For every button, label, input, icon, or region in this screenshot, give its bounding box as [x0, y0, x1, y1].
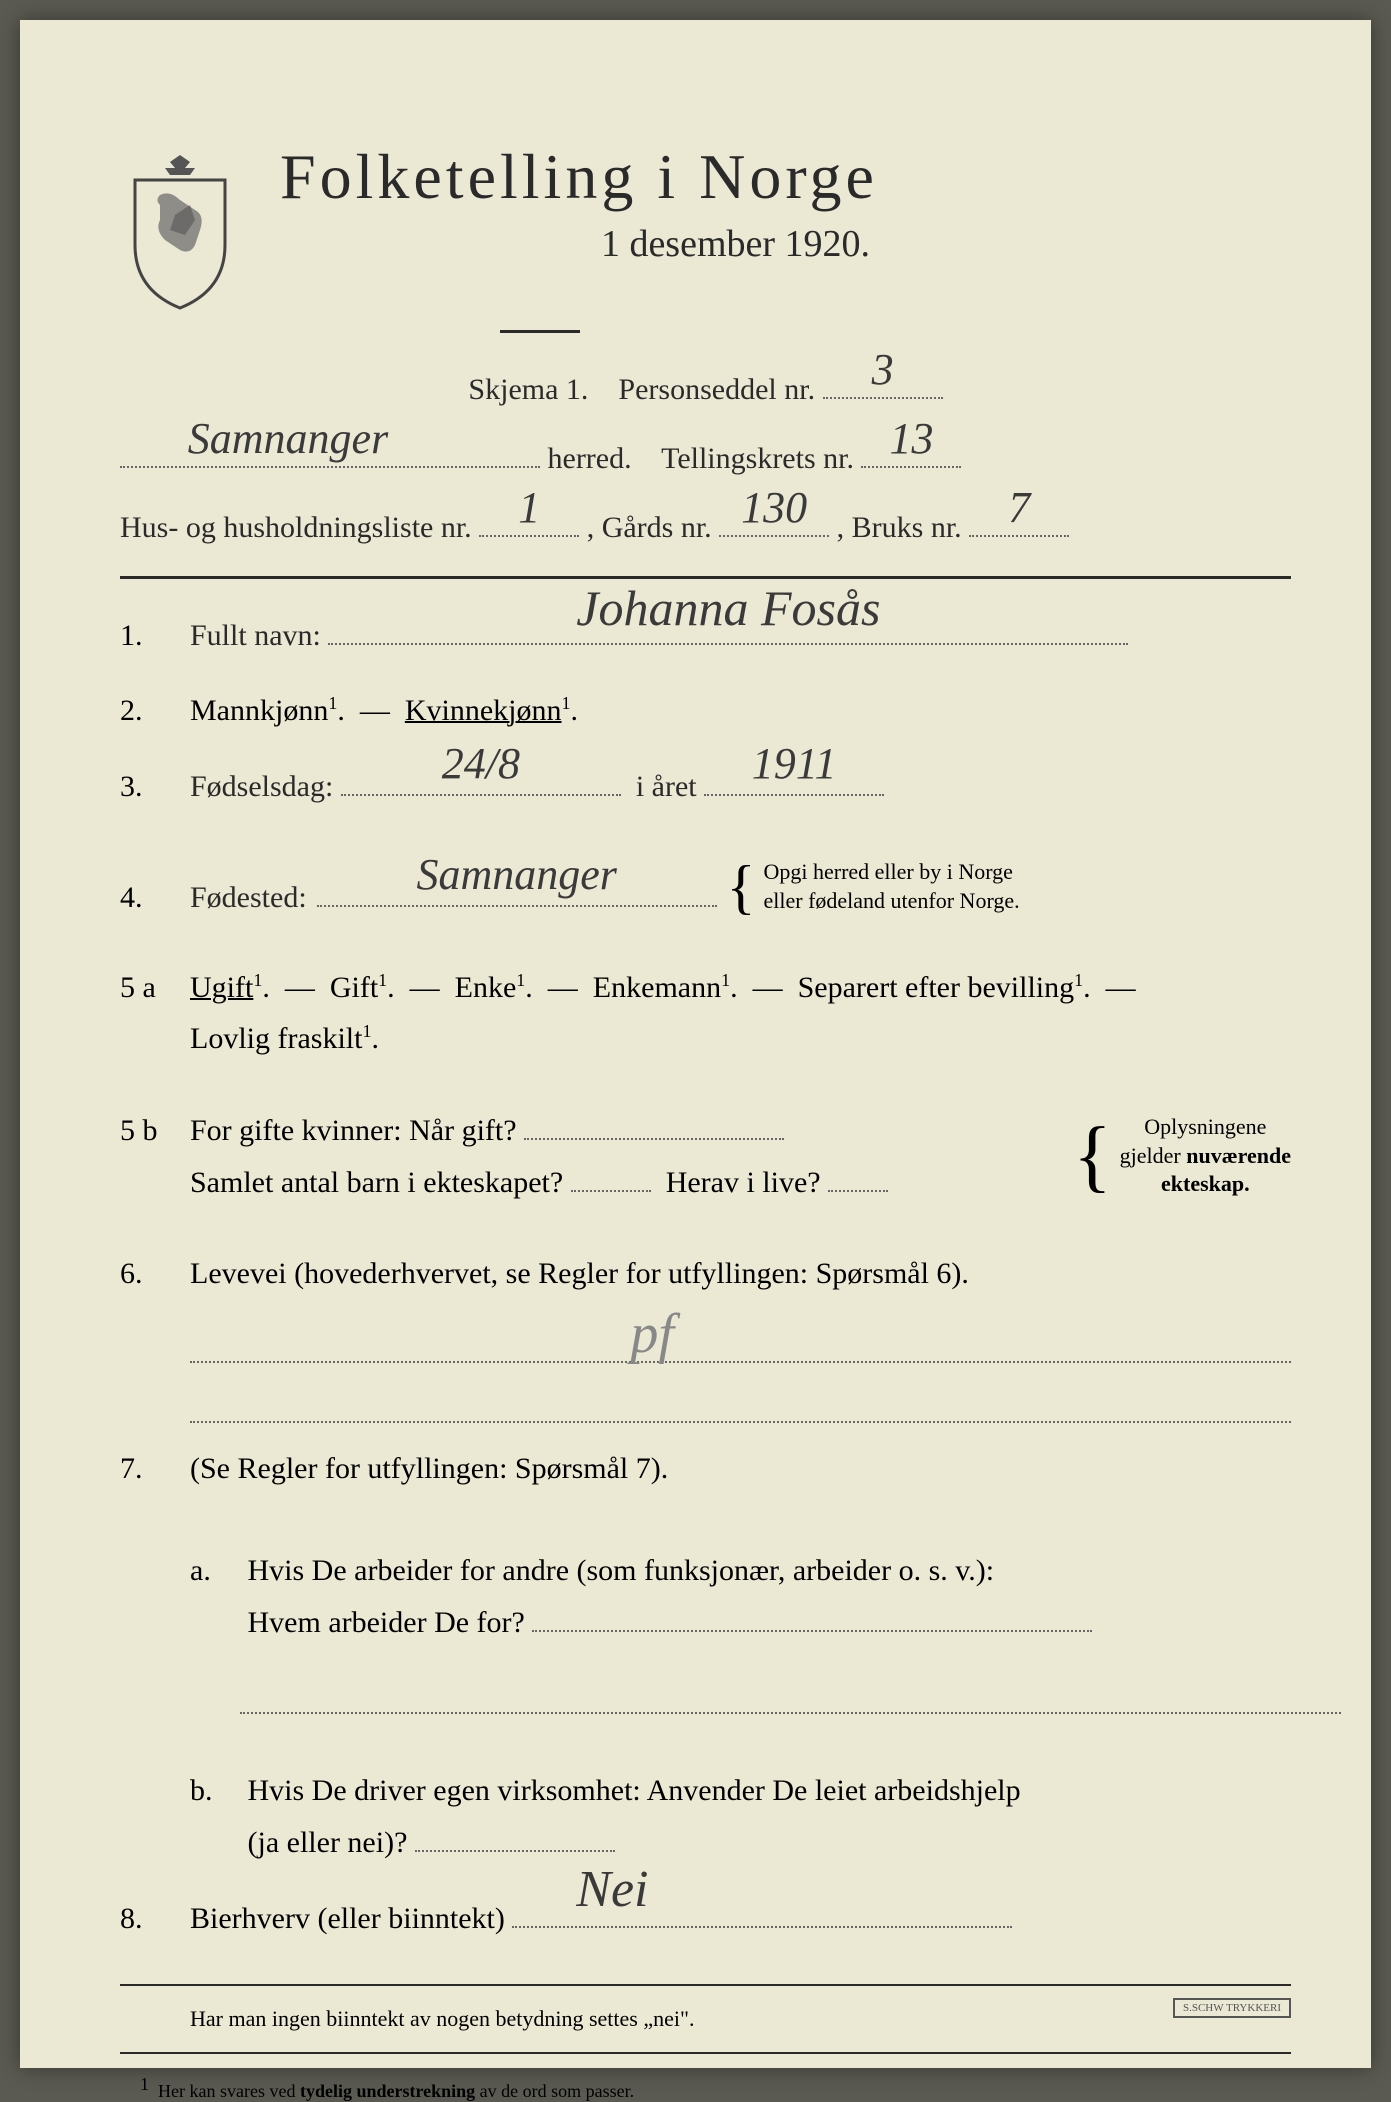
q5b-note3: ekteskap.	[1161, 1171, 1250, 1196]
herred-value: Samnanger	[188, 404, 388, 474]
q7a-line1: Hvis De arbeider for andre (som funksjon…	[248, 1554, 995, 1587]
q2-mann: Mannkjønn	[190, 694, 328, 727]
title-divider	[500, 330, 580, 333]
question-3: 3. Fødselsdag: 24/8 i året 1911	[120, 760, 1291, 812]
q8-label: Bierhverv (eller biinntekt)	[190, 1902, 505, 1935]
footnote-2-text: Her kan svares ved tydelig understreknin…	[158, 2081, 634, 2101]
question-7: 7. (Se Regler for utfyllingen: Spørsmål …	[120, 1443, 1291, 1868]
q7b-line1: Hvis De driver egen virksomhet: Anvender…	[248, 1774, 1021, 1807]
q5a-gift: Gift	[330, 971, 378, 1004]
bruks-label: , Bruks nr.	[837, 511, 962, 544]
question-4: 4. Fødested: Samnanger { Opgi herred ell…	[120, 836, 1291, 938]
personseddel-label: Personseddel nr.	[618, 373, 815, 406]
q5a-ugift: Ugift	[190, 971, 253, 1004]
q1-value: Johanna Fosås	[576, 566, 880, 651]
q5a-fraskilt: Lovlig fraskilt	[190, 1022, 362, 1055]
gards-label: , Gårds nr.	[587, 511, 712, 544]
q7a-line2: Hvem arbeider De for?	[248, 1606, 525, 1639]
q1-num: 1.	[120, 619, 190, 653]
footnote-1: Har man ingen biinntekt av nogen betydni…	[120, 2006, 1291, 2032]
footnote-divider-2	[120, 2052, 1291, 2054]
q2-sup1: 1	[328, 693, 337, 713]
meta-line-3: Hus- og husholdningsliste nr. 1 , Gårds …	[120, 501, 1291, 552]
q6-answer-line1: pf	[190, 1323, 1291, 1363]
question-1: 1. Fullt navn: Johanna Fosås	[120, 609, 1291, 661]
q5b-num: 5 b	[120, 1114, 190, 1148]
q5a-enkemann: Enkemann	[593, 971, 721, 1004]
q4-note: Opgi herred eller by i Norge eller fødel…	[763, 858, 1019, 915]
q7b-num: b.	[190, 1765, 240, 1816]
q6-label: Levevei (hovederhvervet, se Regler for u…	[190, 1257, 969, 1290]
question-6: 6. Levevei (hovederhvervet, se Regler fo…	[120, 1248, 1291, 1299]
footnote-divider	[120, 1984, 1291, 1986]
q6-answer-line2	[190, 1383, 1291, 1423]
q2-num: 2.	[120, 694, 190, 728]
husliste-label: Hus- og husholdningsliste nr.	[120, 511, 472, 544]
tellingskrets-label: Tellingskrets nr.	[661, 442, 854, 475]
q7b-line2: (ja eller nei)?	[248, 1826, 408, 1859]
tellingskrets-nr: 13	[889, 404, 933, 474]
question-5b: 5 b For gifte kvinner: Når gift? Samlet …	[120, 1088, 1291, 1224]
printer-stamp: S.SCHW TRYKKERI	[1173, 1998, 1291, 2018]
q5b-note1: Oplysningene	[1144, 1114, 1266, 1139]
q7a-num: a.	[190, 1545, 240, 1596]
question-2: 2. Mannkjønn1. — Kvinnekjønn1.	[120, 685, 1291, 736]
q2-sup2: 1	[561, 693, 570, 713]
brace-icon: {	[1073, 1088, 1111, 1224]
q6-value: pf	[630, 1302, 674, 1366]
q5b-note: Oplysningene gjelder gjelder nuværendenu…	[1120, 1113, 1291, 1199]
q6-num: 6.	[120, 1257, 190, 1291]
q5a-num: 5 a	[120, 971, 190, 1005]
form-header: Folketelling i Norge 1 desember 1920.	[120, 140, 1291, 310]
question-5a: 5 a Ugift1. — Gift1. — Enke1. — Enkemann…	[120, 962, 1291, 1064]
q8-value: Nei	[576, 1846, 648, 1934]
question-8: 8. Bierhverv (eller biinntekt) Nei	[120, 1892, 1291, 1944]
gards-nr: 130	[741, 473, 807, 543]
q5a-separert: Separert efter bevilling	[798, 971, 1075, 1004]
census-form-page: Folketelling i Norge 1 desember 1920. Sk…	[20, 20, 1371, 2068]
q4-value: Samnanger	[416, 838, 616, 913]
personseddel-nr: 3	[872, 335, 894, 405]
q7-label: (Se Regler for utfyllingen: Spørsmål 7).	[190, 1452, 668, 1485]
q5b-line1: For gifte kvinner: Når gift?	[190, 1114, 517, 1147]
skjema-label: Skjema 1.	[468, 373, 588, 406]
brace-icon: {	[727, 836, 756, 938]
q3-label: Fødselsdag:	[190, 770, 333, 803]
bruks-nr: 7	[1008, 473, 1030, 543]
q4-note-line2: eller fødeland utenfor Norge.	[763, 888, 1019, 913]
q3-year-label: i året	[636, 770, 697, 803]
meta-line-2: Samnanger herred. Tellingskrets nr. 13	[120, 432, 1291, 483]
husliste-nr: 1	[518, 473, 540, 543]
q5b-line2a: Samlet antal barn i ekteskapet?	[190, 1166, 563, 1199]
q4-num: 4.	[120, 881, 190, 915]
q5b-line2b: Herav i live?	[666, 1166, 821, 1199]
footnote-2-num: 1	[140, 2074, 149, 2094]
q3-year: 1911	[752, 727, 837, 802]
q4-note-line1: Opgi herred eller by i Norge	[763, 859, 1012, 884]
herred-label: herred.	[548, 442, 632, 475]
q5b-note2: gjelder gjelder nuværendenuværende	[1120, 1143, 1291, 1168]
q1-label: Fullt navn:	[190, 619, 321, 652]
q8-num: 8.	[120, 1902, 190, 1936]
footnote-2: 1 Her kan svares ved tydelig understrekn…	[120, 2074, 1291, 2102]
subtitle: 1 desember 1920.	[180, 222, 1291, 266]
main-title: Folketelling i Norge	[280, 140, 1291, 214]
q3-day: 24/8	[442, 727, 520, 802]
title-block: Folketelling i Norge 1 desember 1920.	[280, 140, 1291, 266]
q4-label: Fødested:	[190, 872, 307, 923]
q5a-enke: Enke	[455, 971, 517, 1004]
q2-kvinne: Kvinnekjønn	[405, 694, 562, 727]
q3-num: 3.	[120, 770, 190, 804]
q7-num: 7.	[120, 1452, 190, 1486]
